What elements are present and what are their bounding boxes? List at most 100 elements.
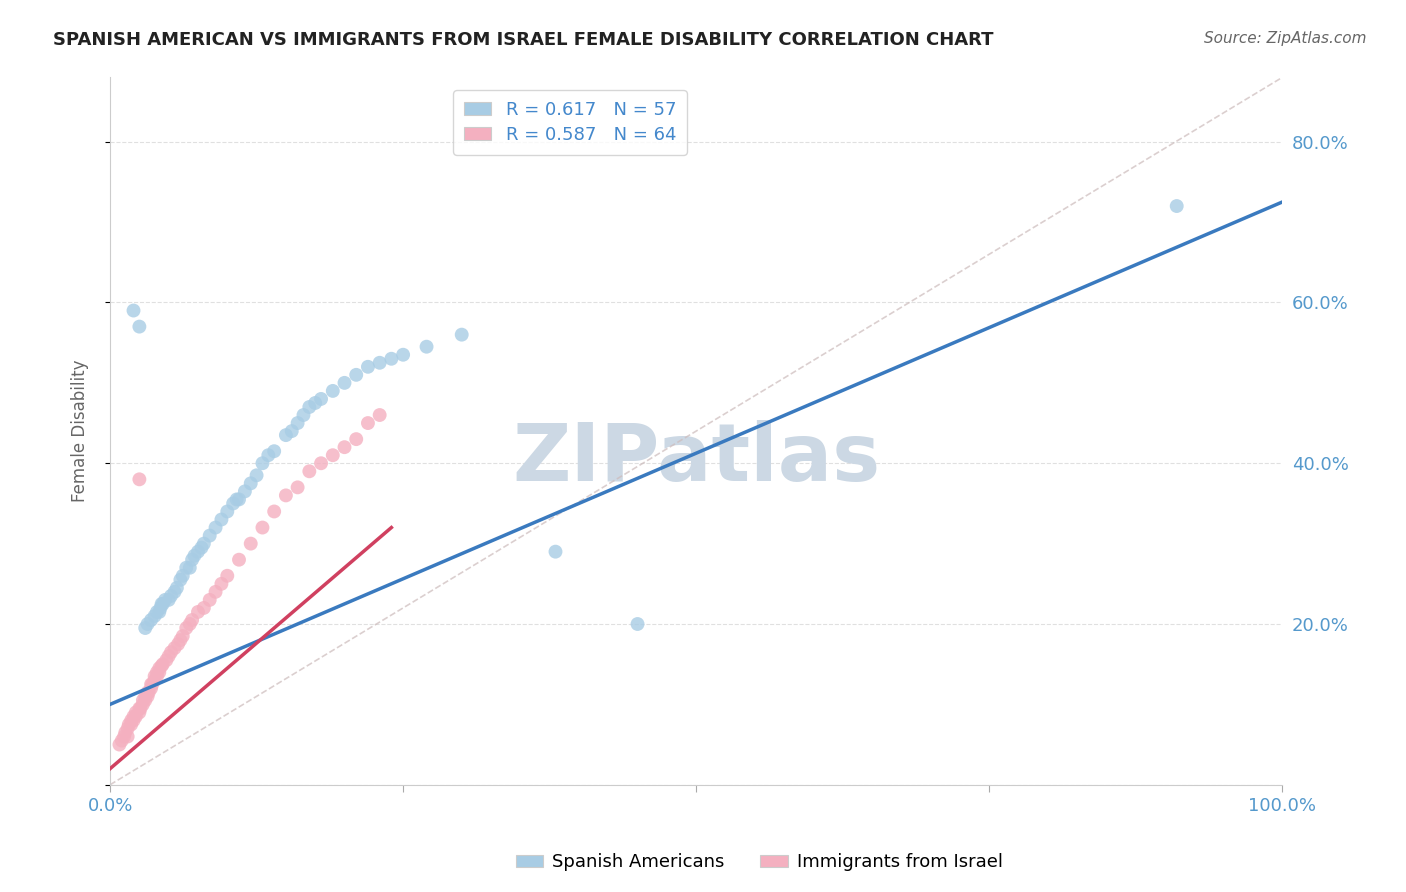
Point	[112, 730, 135, 744]
Point	[217, 504, 239, 518]
Point	[148, 605, 170, 619]
Point	[150, 658, 173, 673]
Point	[122, 714, 145, 728]
Point	[415, 340, 437, 354]
Point	[344, 368, 367, 382]
Point	[626, 617, 648, 632]
Point	[134, 690, 156, 704]
Point	[209, 576, 232, 591]
Point	[204, 585, 226, 599]
Point	[132, 698, 155, 712]
Legend: Spanish Americans, Immigrants from Israel: Spanish Americans, Immigrants from Israe…	[509, 847, 1010, 879]
Point	[149, 601, 172, 615]
Point	[146, 605, 169, 619]
Point	[225, 492, 247, 507]
Point	[163, 585, 186, 599]
Point	[380, 351, 402, 366]
Point	[245, 468, 267, 483]
Point	[204, 520, 226, 534]
Point	[322, 448, 344, 462]
Point	[169, 633, 191, 648]
Point	[298, 400, 321, 414]
Y-axis label: Female Disability: Female Disability	[72, 359, 89, 502]
Point	[139, 613, 162, 627]
Point	[1166, 199, 1188, 213]
Point	[292, 408, 315, 422]
Point	[139, 677, 162, 691]
Point	[139, 681, 162, 696]
Point	[187, 605, 209, 619]
Point	[167, 637, 190, 651]
Point	[252, 520, 274, 534]
Point	[179, 617, 201, 632]
Point	[136, 617, 159, 632]
Point	[309, 392, 332, 406]
Point	[136, 690, 159, 704]
Point	[172, 568, 194, 582]
Legend: R = 0.617   N = 57, R = 0.587   N = 64: R = 0.617 N = 57, R = 0.587 N = 64	[453, 90, 688, 155]
Point	[181, 613, 204, 627]
Point	[117, 730, 139, 744]
Point	[146, 665, 169, 680]
Point	[120, 717, 142, 731]
Point	[128, 706, 150, 720]
Point	[287, 480, 309, 494]
Point	[114, 725, 136, 739]
Point	[136, 685, 159, 699]
Point	[233, 484, 256, 499]
Point	[134, 621, 156, 635]
Point	[122, 709, 145, 723]
Point	[152, 657, 174, 672]
Point	[153, 593, 176, 607]
Point	[122, 303, 145, 318]
Point	[198, 528, 221, 542]
Point	[344, 432, 367, 446]
Point	[157, 649, 180, 664]
Point	[333, 376, 356, 390]
Point	[287, 416, 309, 430]
Point	[222, 496, 245, 510]
Point	[143, 669, 166, 683]
Point	[160, 645, 183, 659]
Point	[198, 593, 221, 607]
Point	[120, 714, 142, 728]
Point	[163, 641, 186, 656]
Point	[143, 673, 166, 688]
Point	[357, 416, 380, 430]
Point	[304, 396, 326, 410]
Point	[117, 722, 139, 736]
Point	[174, 621, 197, 635]
Point	[187, 544, 209, 558]
Point	[155, 653, 177, 667]
Point	[174, 560, 197, 574]
Point	[152, 597, 174, 611]
Point	[143, 609, 166, 624]
Point	[193, 536, 215, 550]
Point	[118, 717, 141, 731]
Text: SPANISH AMERICAN VS IMMIGRANTS FROM ISRAEL FEMALE DISABILITY CORRELATION CHART: SPANISH AMERICAN VS IMMIGRANTS FROM ISRA…	[53, 31, 994, 49]
Point	[263, 444, 285, 458]
Point	[252, 456, 274, 470]
Point	[217, 568, 239, 582]
Point	[239, 476, 262, 491]
Point	[148, 661, 170, 675]
Text: ZIPatlas: ZIPatlas	[512, 420, 880, 499]
Point	[179, 560, 201, 574]
Point	[368, 356, 391, 370]
Point	[392, 348, 415, 362]
Point	[193, 601, 215, 615]
Point	[160, 589, 183, 603]
Point	[129, 701, 152, 715]
Point	[128, 319, 150, 334]
Point	[141, 677, 163, 691]
Point	[128, 472, 150, 486]
Point	[183, 549, 205, 563]
Point	[125, 709, 148, 723]
Point	[169, 573, 191, 587]
Point	[128, 701, 150, 715]
Point	[108, 738, 131, 752]
Point	[274, 488, 297, 502]
Text: Source: ZipAtlas.com: Source: ZipAtlas.com	[1204, 31, 1367, 46]
Point	[274, 428, 297, 442]
Point	[209, 512, 232, 526]
